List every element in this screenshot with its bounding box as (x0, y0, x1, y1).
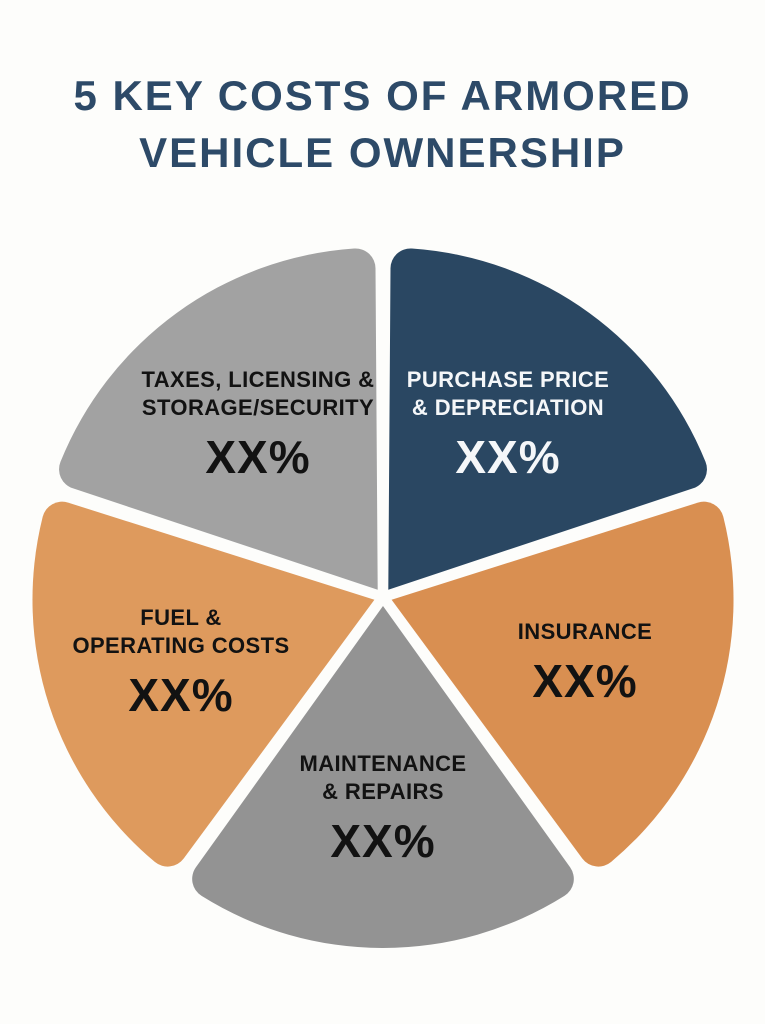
page-title-line2: VEHICLE OWNERSHIP (139, 128, 626, 176)
page-title: 5 KEY COSTS OF ARMORED VEHICLE OWNERSHIP (0, 68, 765, 181)
pie-slice-taxes-licensing-storage-security (59, 248, 378, 590)
pie-slice-insurance (391, 501, 734, 867)
page-title-line1: 5 KEY COSTS OF ARMORED (73, 72, 692, 119)
pie-slice-purchase-price-depreciation (388, 248, 707, 590)
pie-slice-maintenance-repairs (192, 606, 574, 948)
pie-slice-fuel-operating-costs (32, 501, 375, 867)
